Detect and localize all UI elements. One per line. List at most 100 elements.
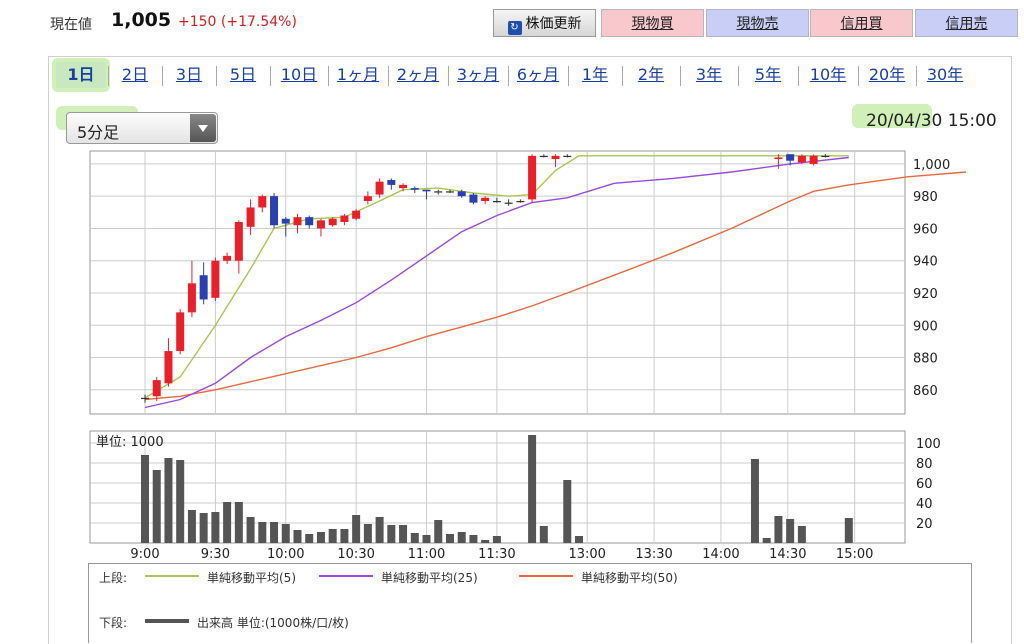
x-tick-label: 11:30: [478, 547, 515, 562]
candle-up: [504, 202, 513, 204]
candle-down: [786, 154, 795, 161]
volume-bar: [563, 480, 572, 543]
cash-sell-label: 現物売: [736, 16, 779, 32]
candle-up: [774, 157, 783, 160]
tab-separator: [388, 66, 389, 86]
tab-separator: [568, 66, 569, 86]
tab-period-5[interactable]: 1ヶ月: [336, 65, 380, 84]
tab-separator: [858, 66, 859, 86]
margin-buy-label: 信用買: [840, 16, 883, 32]
quote-header: 現在値 1,005 +150 (+17.54%) ↻ 株価更新 現物買 現物売 信…: [0, 0, 1024, 48]
volume-bar: [445, 534, 454, 543]
candle-up: [246, 207, 255, 227]
volume-bar: [399, 525, 408, 543]
cash-buy-label: 現物買: [631, 16, 674, 32]
tab-separator: [216, 66, 217, 86]
price-change: +150 (+17.54%): [178, 14, 297, 30]
tab-period-8[interactable]: 6ヶ月: [516, 65, 560, 84]
candle-down: [457, 191, 466, 197]
tab-period-3[interactable]: 5日: [229, 65, 257, 84]
tab-separator: [916, 66, 917, 86]
candle-down: [199, 275, 208, 300]
tab-period-2[interactable]: 3日: [175, 65, 203, 84]
legend-upper-label: 上段:: [99, 571, 128, 585]
candle-up: [445, 191, 454, 193]
margin-sell-button[interactable]: 信用売: [915, 9, 1018, 37]
volume-bar: [258, 522, 267, 543]
volume-bar: [410, 533, 419, 543]
x-tick-label: 11:00: [408, 547, 445, 562]
tab-separator: [270, 66, 271, 86]
volume-bar: [352, 515, 361, 543]
volume-y-tick-label: 40: [916, 497, 933, 512]
candle-up: [234, 221, 243, 261]
tab-period-4[interactable]: 10日: [280, 65, 318, 84]
candle-up: [809, 155, 818, 164]
tab-period-13[interactable]: 10年: [809, 65, 847, 84]
candle-down: [305, 217, 314, 226]
tab-period-15[interactable]: 30年: [926, 65, 964, 84]
candle-down: [469, 194, 478, 203]
volume-bar: [234, 502, 243, 543]
candle-up: [563, 155, 572, 158]
legend-ma5: 単純移動平均(5): [207, 571, 296, 585]
cash-buy-button[interactable]: 現物買: [601, 9, 704, 37]
price-y-tick-label: 880: [913, 352, 938, 367]
tab-separator: [328, 66, 329, 86]
ma25-line: [144, 156, 849, 409]
candle-up: [352, 210, 361, 219]
volume-bar: [786, 519, 795, 543]
candle-up: [176, 312, 185, 352]
volume-bar: [141, 455, 149, 543]
legend: 上段: 単純移動平均(5) 単純移動平均(25) 単純移動平均(50) 下段: …: [88, 563, 972, 643]
refresh-price-button[interactable]: ↻ 株価更新: [493, 9, 596, 37]
legend-volume-swatch: [145, 619, 189, 623]
refresh-icon: ↻: [507, 21, 522, 35]
tab-separator: [798, 66, 799, 86]
ma50-line: [144, 171, 967, 401]
candle-up: [434, 191, 443, 193]
candle-up: [187, 283, 196, 313]
tab-period-12[interactable]: 5年: [754, 65, 782, 84]
volume-bar: [152, 470, 161, 543]
tab-period-7[interactable]: 3ヶ月: [456, 65, 500, 84]
tab-period-1[interactable]: 2日: [121, 65, 149, 84]
candle-up: [293, 217, 302, 226]
x-tick-label: 9:30: [201, 547, 230, 562]
volume-bar: [340, 529, 349, 543]
candle-up: [481, 197, 490, 202]
tab-separator: [508, 66, 509, 86]
volume-bar: [246, 517, 255, 543]
tab-period-6[interactable]: 2ヶ月: [396, 65, 440, 84]
candle-up: [551, 155, 560, 160]
tab-period-9[interactable]: 1年: [581, 65, 609, 84]
price-y-tick-label: 1,000: [913, 158, 950, 173]
volume-unit-label: 単位: 1000: [96, 434, 164, 450]
tab-period-14[interactable]: 20年: [868, 65, 906, 84]
tab-period-0[interactable]: 1日: [56, 62, 106, 88]
candle-up: [797, 155, 806, 163]
volume-bar: [844, 518, 853, 543]
x-tick-label: 10:00: [267, 547, 304, 562]
volume-bar: [492, 536, 501, 543]
margin-buy-button[interactable]: 信用買: [810, 9, 913, 37]
candle-up: [328, 218, 337, 226]
x-tick-label: 13:30: [635, 547, 672, 562]
volume-bar: [305, 534, 314, 543]
volume-bar: [293, 530, 302, 543]
interval-select[interactable]: 5分足: [66, 112, 218, 144]
tab-period-11[interactable]: 3年: [695, 65, 723, 84]
price-y-tick-label: 920: [913, 287, 938, 302]
x-tick-label: 14:30: [769, 547, 806, 562]
volume-y-tick-label: 60: [916, 477, 933, 492]
volume-bar: [539, 526, 548, 543]
tab-period-10[interactable]: 2年: [637, 65, 665, 84]
tab-separator: [738, 66, 739, 86]
candle-up: [258, 196, 267, 208]
current-price-label: 現在値: [50, 17, 92, 33]
chevron-down-icon[interactable]: [190, 114, 216, 142]
cash-sell-button[interactable]: 現物売: [706, 9, 809, 37]
volume-bar: [375, 517, 384, 543]
legend-volume: 出来高 単位:(1000株/口/枚): [197, 616, 349, 630]
